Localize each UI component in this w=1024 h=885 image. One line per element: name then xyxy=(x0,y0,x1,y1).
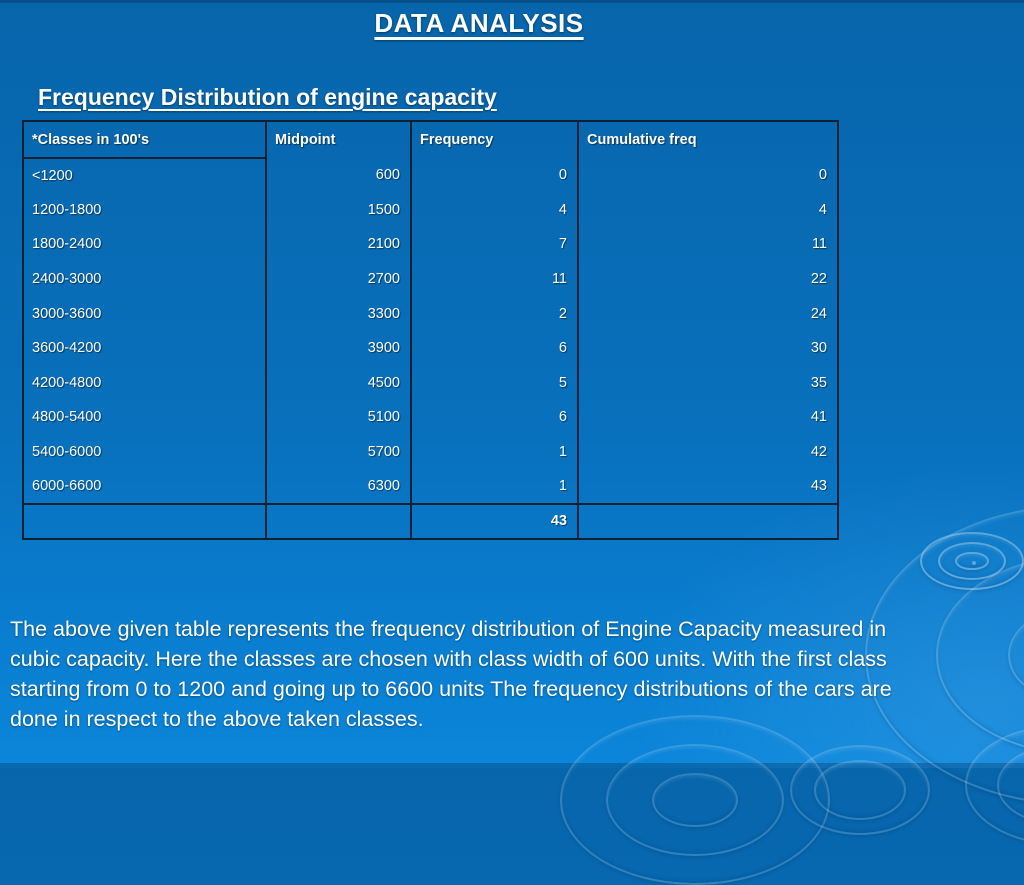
description-paragraph: The above given table represents the fre… xyxy=(10,614,1010,734)
ripple-ring xyxy=(1007,607,1024,703)
class-cell: 4200-4800 xyxy=(22,365,267,401)
value-cell: 600 xyxy=(265,158,412,193)
ripple-ring xyxy=(937,541,1007,581)
value-cell: 24 xyxy=(577,296,839,331)
value-cell: 4 xyxy=(577,192,839,228)
table-row: 5400-6000 5700 1 42 xyxy=(22,434,839,470)
ripple-ring xyxy=(972,561,976,565)
value-cell: 0 xyxy=(577,158,839,193)
table-row: 4200-4800 4500 5 35 xyxy=(22,365,839,401)
ripple-ring xyxy=(560,715,830,885)
value-cell: 0 xyxy=(410,158,579,193)
header-midpoint: Midpoint xyxy=(265,121,412,158)
ripple-decoration xyxy=(790,745,930,835)
ripple-ring xyxy=(920,532,1024,590)
table-row: 1800-2400 2100 7 11 xyxy=(22,227,839,262)
ripple-ring xyxy=(965,725,1024,845)
value-cell: 2100 xyxy=(265,227,412,262)
ripple-ring xyxy=(813,760,907,820)
value-cell: 4500 xyxy=(265,365,412,401)
table-row: 1200-1800 1500 4 4 xyxy=(22,192,839,228)
ripple-ring xyxy=(651,772,739,828)
value-cell: 6300 xyxy=(265,469,412,504)
class-cell: 4800-5400 xyxy=(22,400,267,435)
class-cell: 6000-6600 xyxy=(22,469,267,504)
table-total-row: 43 xyxy=(22,502,839,539)
table-row: 3600-4200 3900 6 30 xyxy=(22,330,839,366)
top-edge-shade xyxy=(0,0,1024,3)
value-cell: 6 xyxy=(410,400,579,435)
class-cell: 1800-2400 xyxy=(22,227,267,262)
paragraph-line: starting from 0 to 1200 and going up to … xyxy=(10,677,892,701)
value-cell: 43 xyxy=(577,469,839,504)
ripple-ring xyxy=(790,745,930,835)
class-cell: 3000-3600 xyxy=(22,296,267,331)
value-cell: 4 xyxy=(410,192,579,228)
paragraph-line: cubic capacity. Here the classes are cho… xyxy=(10,647,887,671)
table-row: 2400-3000 2700 11 22 xyxy=(22,261,839,297)
table-row: 6000-6600 6300 1 43 xyxy=(22,469,839,504)
table-row: 3000-3600 3300 2 24 xyxy=(22,296,839,331)
class-cell: 5400-6000 xyxy=(22,434,267,470)
value-cell: 2700 xyxy=(265,261,412,297)
header-frequency: Frequency xyxy=(410,121,579,158)
table-row: <1200 600 0 0 xyxy=(22,158,839,193)
value-cell: 6 xyxy=(410,330,579,366)
frequency-table: *Classes in 100's Midpoint Frequency Cum… xyxy=(22,120,839,540)
class-cell: 2400-3000 xyxy=(22,261,267,297)
total-frequency: 43 xyxy=(410,502,579,539)
value-cell: 1500 xyxy=(265,192,412,228)
value-cell: 41 xyxy=(577,400,839,435)
value-cell: 5 xyxy=(410,365,579,401)
value-cell: 2 xyxy=(410,296,579,331)
value-cell: 5700 xyxy=(265,434,412,470)
total-cell xyxy=(265,502,412,539)
value-cell: 11 xyxy=(577,227,839,262)
table-row: 4800-5400 5100 6 41 xyxy=(22,400,839,435)
value-cell: 35 xyxy=(577,365,839,401)
bottom-edge-shade xyxy=(0,763,1024,768)
value-cell: 7 xyxy=(410,227,579,262)
value-cell: 1 xyxy=(410,434,579,470)
value-cell: 22 xyxy=(577,261,839,297)
value-cell: 1 xyxy=(410,469,579,504)
paragraph-line: The above given table represents the fre… xyxy=(10,617,887,641)
class-cell: 1200-1800 xyxy=(22,192,267,228)
class-cell: 3600-4200 xyxy=(22,330,267,366)
value-cell: 30 xyxy=(577,330,839,366)
value-cell: 42 xyxy=(577,434,839,470)
value-cell: 3300 xyxy=(265,296,412,331)
total-cell xyxy=(22,502,267,539)
ripple-decoration xyxy=(560,715,830,885)
table-body: <1200 600 0 0 1200-1800 1500 4 4 1800-2400 2100 7 1… xyxy=(22,158,839,504)
value-cell: 3900 xyxy=(265,330,412,366)
table-header-row: *Classes in 100's Midpoint Frequency Cum… xyxy=(22,121,839,159)
class-cell: <1200 xyxy=(22,158,267,193)
section-subtitle: Frequency Distribution of engine capacit… xyxy=(38,84,497,110)
value-cell: 5100 xyxy=(265,400,412,435)
total-cell xyxy=(577,502,839,539)
ripple-ring xyxy=(955,551,989,571)
ripple-ring xyxy=(605,743,785,857)
page-title: DATA ANALYSIS xyxy=(374,8,584,38)
paragraph-line: done in respect to the above taken class… xyxy=(10,707,424,731)
ripple-decoration xyxy=(965,725,1024,845)
ripple-ring xyxy=(997,745,1024,825)
header-cumulative-freq: Cumulative freq xyxy=(577,121,839,158)
header-classes: *Classes in 100's xyxy=(22,121,267,159)
ripple-decoration xyxy=(920,532,1024,590)
value-cell: 11 xyxy=(410,261,579,297)
